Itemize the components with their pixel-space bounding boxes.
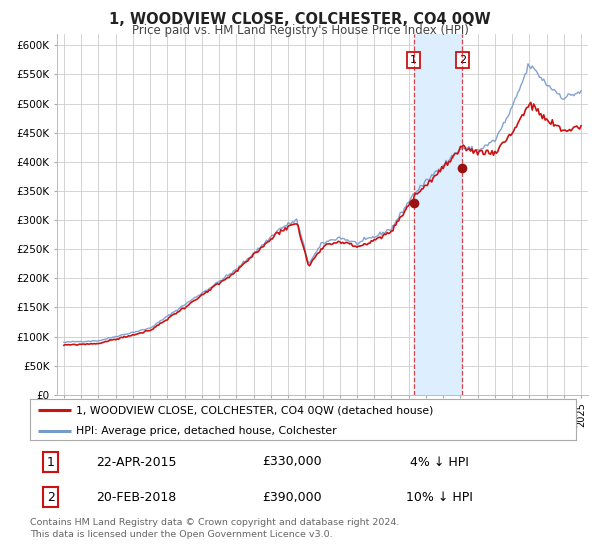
Text: 1: 1 [47, 455, 55, 469]
Text: £390,000: £390,000 [262, 491, 322, 504]
Text: Contains HM Land Registry data © Crown copyright and database right 2024.
This d: Contains HM Land Registry data © Crown c… [30, 518, 400, 539]
Text: 4% ↓ HPI: 4% ↓ HPI [410, 455, 469, 469]
Text: 10% ↓ HPI: 10% ↓ HPI [406, 491, 473, 504]
Text: 2: 2 [459, 55, 466, 65]
Text: 22-APR-2015: 22-APR-2015 [96, 455, 177, 469]
Text: 1, WOODVIEW CLOSE, COLCHESTER, CO4 0QW: 1, WOODVIEW CLOSE, COLCHESTER, CO4 0QW [109, 12, 491, 27]
Bar [414, 34, 463, 395]
Text: 20-FEB-2018: 20-FEB-2018 [97, 491, 176, 504]
Text: £330,000: £330,000 [262, 455, 322, 469]
Text: 1: 1 [410, 55, 417, 65]
Text: HPI: Average price, detached house, Colchester: HPI: Average price, detached house, Colc… [76, 426, 337, 436]
Text: 1, WOODVIEW CLOSE, COLCHESTER, CO4 0QW (detached house): 1, WOODVIEW CLOSE, COLCHESTER, CO4 0QW (… [76, 405, 434, 415]
Text: Price paid vs. HM Land Registry's House Price Index (HPI): Price paid vs. HM Land Registry's House … [131, 24, 469, 36]
Text: 2: 2 [47, 491, 55, 504]
